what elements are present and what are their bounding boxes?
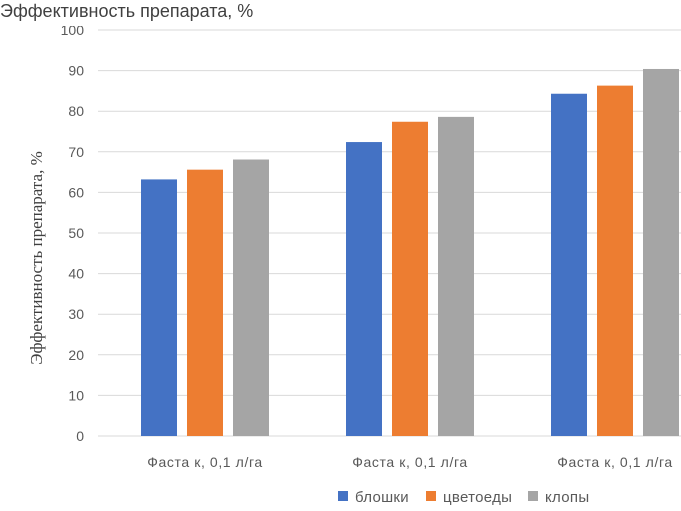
y-tick-label: 30 [68, 306, 84, 322]
bars [141, 68, 679, 437]
legend: блошки цветоеды клопы [338, 489, 589, 506]
y-axis-label: Эффективность препарата, % [27, 151, 46, 365]
y-tick-label: 90 [68, 63, 84, 79]
legend-label-клопы: клопы [545, 489, 589, 506]
bar-клопы-1 [233, 159, 269, 436]
bar-цветоеды-2 [392, 121, 428, 437]
bar-блошки-3 [551, 93, 587, 436]
y-tick-label: 40 [68, 266, 84, 282]
legend-label-цветоеды: цветоеды [443, 489, 512, 506]
bar-цветоеды-3 [597, 85, 633, 436]
y-tick-label: 20 [68, 347, 84, 363]
x-tick-label: Фаста к, 0,1 л/га [352, 454, 467, 470]
y-tick-label: 0 [76, 428, 84, 444]
x-tick-label: Фаста к, 0,1 л/га [147, 454, 262, 470]
x-tick-label: Фаста к, 0,1 л/га [557, 454, 672, 470]
legend-swatch-клопы [528, 491, 538, 501]
legend-swatch-цветоеды [426, 491, 436, 501]
legend-label-блошки: блошки [355, 489, 409, 506]
bar-клопы-2 [438, 116, 474, 436]
legend-swatch-блошки [338, 491, 348, 501]
bar-блошки-2 [346, 142, 382, 436]
x-axis-ticks: Фаста к, 0,1 л/га Фаста к, 0,1 л/га Фаста … [147, 454, 672, 470]
y-tick-label: 70 [68, 144, 84, 160]
gridlines [98, 29, 681, 437]
y-tick-label: 10 [68, 387, 84, 403]
bar-блошки-1 [141, 179, 177, 436]
y-tick-label: 80 [68, 103, 84, 119]
bar-клопы-3 [643, 68, 679, 436]
y-tick-label: 60 [68, 184, 84, 200]
bar-цветоеды-1 [187, 169, 223, 436]
title-background [0, 0, 300, 26]
y-tick-label: 50 [68, 225, 84, 241]
chart-title: Эффективность препарата, % [0, 1, 253, 21]
